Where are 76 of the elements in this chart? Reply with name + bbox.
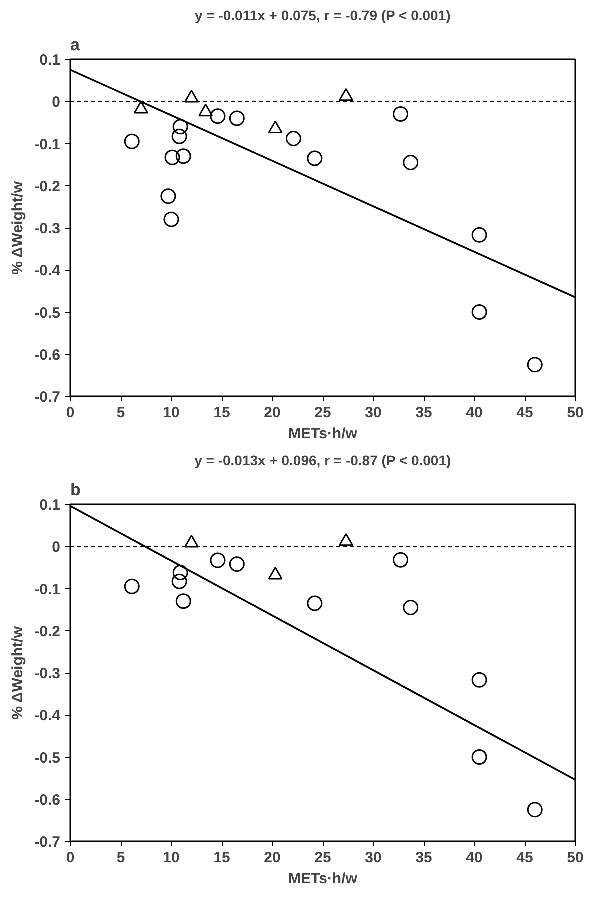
x-tick-label: 0 [66, 404, 75, 422]
x-tick-label: 15 [214, 850, 230, 866]
x-tick-label: 40 [466, 850, 483, 866]
point [176, 148, 192, 164]
x-tick-label: 30 [365, 404, 382, 422]
x-axis-title: METs·h/w [288, 426, 358, 442]
x-tick-label: 0 [66, 850, 75, 866]
point [172, 119, 188, 135]
point [527, 357, 543, 373]
point [210, 108, 226, 124]
x-tick-label: 30 [365, 850, 382, 866]
point [393, 552, 409, 568]
y-tick-label: -0.5 [34, 750, 61, 767]
x-tick-label: 45 [516, 850, 534, 866]
point [124, 134, 140, 150]
text: b [70, 480, 81, 500]
y-tick-label: 0.1 [40, 52, 61, 69]
y-tick-label: -0.2 [34, 623, 61, 640]
y-tick-label: -0.5 [34, 304, 61, 322]
y-axis-title: % ΔWeight/w [10, 181, 27, 275]
y-tick-label: 0.1 [40, 497, 61, 514]
x-tick-label: 20 [264, 850, 281, 866]
y-tick-label: -0.2 [34, 178, 61, 196]
x-tick-label: 20 [264, 404, 281, 422]
x-tick-label: 15 [214, 404, 230, 422]
y-axis-title: % ΔWeight/w [10, 626, 27, 720]
x-tick-label: 50 [567, 404, 584, 422]
x-tick-label: 35 [416, 850, 432, 866]
y-tick-label: -0.7 [34, 834, 61, 851]
point [229, 110, 245, 126]
point [403, 600, 419, 616]
point [210, 552, 226, 568]
point [472, 227, 488, 243]
point [472, 304, 488, 320]
x-tick-label: 35 [416, 404, 432, 422]
point [527, 802, 543, 818]
y-tick-label: 0 [52, 94, 60, 112]
chart-title: y = -0.011x + 0.075, r = -0.79 (P < 0.001) [194, 8, 451, 24]
text: a [70, 36, 80, 54]
point [176, 594, 192, 610]
x-tick-label: 5 [116, 850, 126, 866]
point [307, 150, 323, 166]
point [393, 106, 409, 122]
x-tick-label: 40 [466, 404, 483, 422]
x-axis-title: METs·h/w [288, 870, 358, 888]
x-tick-label: 45 [516, 404, 534, 422]
point [172, 128, 188, 144]
point [124, 578, 140, 594]
y-tick-label: -0.6 [34, 346, 61, 364]
y-tick-label: -0.4 [34, 262, 62, 280]
point [172, 574, 188, 590]
point [472, 750, 488, 765]
x-tick-label: 25 [314, 850, 332, 866]
point [172, 565, 188, 580]
y-tick-label: -0.7 [34, 389, 61, 406]
point [164, 212, 180, 228]
point [160, 188, 176, 204]
y-tick-label: -0.3 [34, 666, 61, 682]
point [229, 556, 245, 572]
x-tick-label: 5 [116, 404, 126, 422]
y-tick-label: -0.6 [34, 792, 61, 809]
y-tick-label: -0.1 [34, 581, 61, 598]
x-tick-label: 25 [314, 404, 332, 422]
y-tick-label: -0.4 [34, 708, 62, 725]
y-tick-label: -0.3 [34, 220, 61, 238]
point [286, 130, 302, 146]
point [164, 150, 180, 166]
x-tick-label: 50 [567, 850, 584, 866]
chart-title: y = -0.013x + 0.096, r = -0.87 (P < 0.001) [194, 452, 452, 468]
y-tick-label: -0.1 [34, 136, 61, 154]
point [307, 596, 323, 612]
y-tick-label: 0 [52, 539, 60, 556]
x-tick-label: 10 [163, 850, 180, 866]
x-tick-label: 10 [163, 404, 180, 422]
point [472, 672, 488, 688]
point [403, 154, 419, 170]
